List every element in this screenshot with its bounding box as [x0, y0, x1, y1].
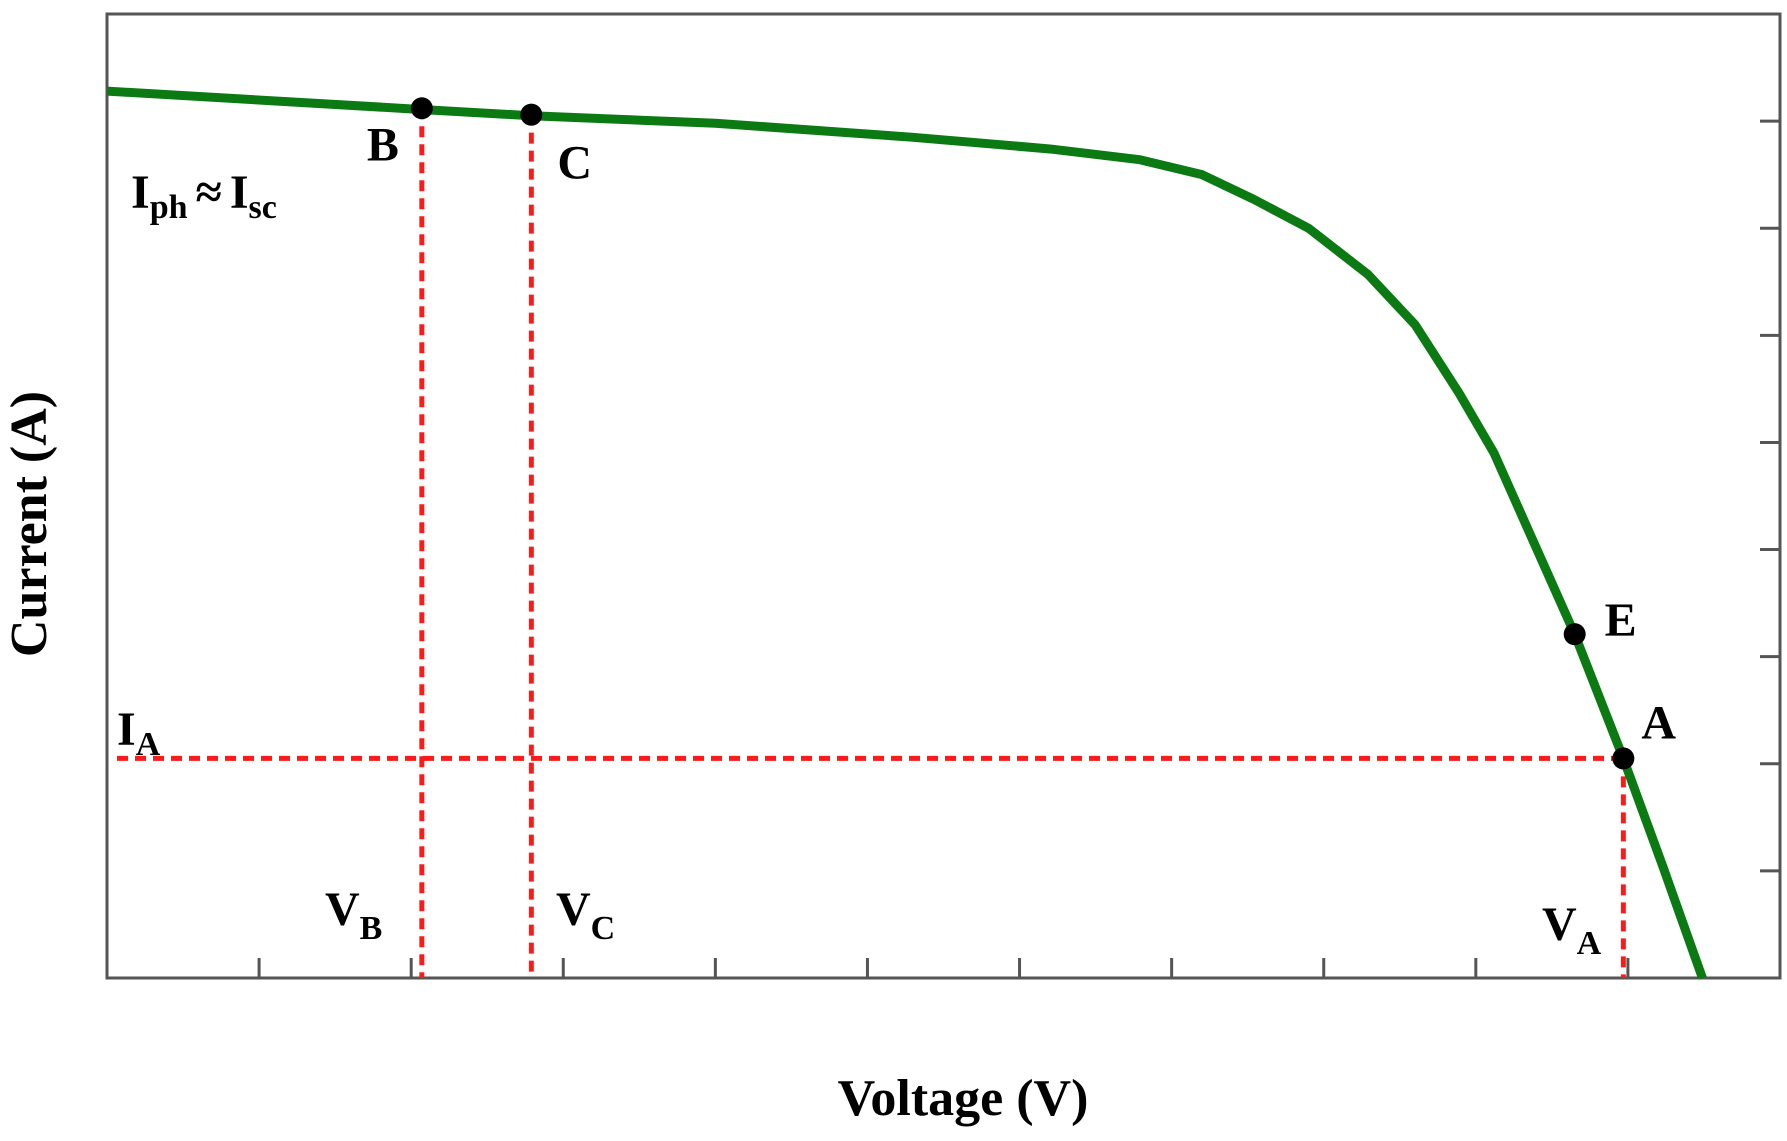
point: [1563, 623, 1586, 646]
ia-label: IA: [117, 703, 161, 763]
va-sub: A: [1577, 925, 1602, 962]
point: [1612, 747, 1635, 770]
iph-a: I: [131, 166, 150, 219]
va-label: VA: [1542, 898, 1602, 962]
vb-main: V: [325, 883, 360, 936]
ia-main: I: [117, 703, 136, 756]
vc-label: VC: [556, 883, 615, 947]
point-label: A: [1641, 696, 1676, 749]
vb-label: VB: [325, 883, 382, 947]
plot-frame: [105, 12, 1782, 980]
point-label: B: [367, 118, 399, 171]
iph-b-sub: sc: [249, 189, 277, 226]
vc-main: V: [556, 883, 591, 936]
point-label: E: [1605, 594, 1637, 647]
vb-sub: B: [360, 910, 383, 947]
vc-sub: C: [591, 910, 616, 947]
iph-a-sub: ph: [150, 189, 188, 226]
iph-b: I: [230, 166, 249, 219]
point: [410, 97, 433, 120]
point-label: C: [557, 137, 592, 190]
iv-curve: [106, 86, 1707, 980]
iph-label: Iph ≈ Isc: [131, 166, 277, 226]
x-axis-label: Voltage (V): [838, 1070, 1089, 1127]
y-axis-label: Current (A): [1, 391, 58, 657]
iph-op: ≈: [196, 166, 222, 219]
point: [520, 103, 543, 126]
va-main: V: [1542, 898, 1577, 951]
